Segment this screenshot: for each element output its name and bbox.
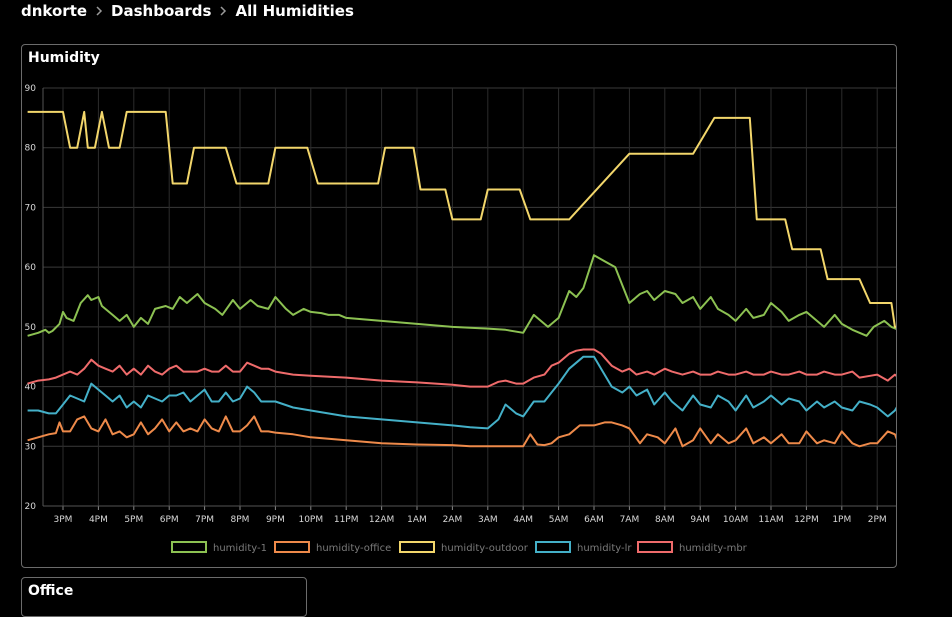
x-tick-label: 9PM xyxy=(266,515,285,525)
legend-swatch-humidity-1 xyxy=(171,541,207,553)
y-tick-label: 70 xyxy=(25,203,37,213)
y-tick-label: 60 xyxy=(25,263,37,273)
x-tick-label: 1AM xyxy=(407,515,427,525)
x-tick-label: 12AM xyxy=(369,515,394,525)
legend-label-humidity-lr: humidity-lr xyxy=(577,543,632,554)
x-tick-label: 3PM xyxy=(54,515,73,525)
breadcrumb-current: All Humidities xyxy=(235,2,354,20)
y-tick-label: 50 xyxy=(25,323,37,333)
x-tick-label: 10PM xyxy=(298,515,323,525)
series-line-humidity-lr xyxy=(27,355,896,430)
legend-label-humidity-1: humidity-1 xyxy=(213,543,267,554)
legend-label-humidity-outdoor: humidity-outdoor xyxy=(441,543,529,554)
legend-swatch-humidity-lr xyxy=(535,541,571,553)
y-tick-label: 80 xyxy=(25,144,37,154)
breadcrumb-user[interactable]: dnkorte xyxy=(21,2,88,20)
legend-swatch-humidity-outdoor xyxy=(399,541,435,553)
x-tick-label: 3AM xyxy=(478,515,498,525)
legend-label-humidity-office: humidity-office xyxy=(316,543,391,554)
series-line-humidity-mbr xyxy=(27,348,896,388)
y-tick-label: 20 xyxy=(25,502,37,512)
x-tick-label: 6PM xyxy=(160,515,179,525)
x-tick-label: 6AM xyxy=(584,515,604,525)
y-tick-label: 90 xyxy=(25,84,37,94)
panel-title: Office xyxy=(28,583,74,599)
series-line-humidity-office xyxy=(27,415,896,448)
breadcrumb-dashboards[interactable]: Dashboards xyxy=(111,2,212,20)
series-line-humidity-outdoor xyxy=(27,110,896,328)
chevron-right-icon xyxy=(220,6,227,16)
y-tick-label: 40 xyxy=(25,383,37,393)
humidity-panel: Humidity 20 30 40 50 60 70 80 90 3PM 4PM 5PM 6PM 7PM… xyxy=(21,44,897,568)
x-tick-label: 5AM xyxy=(549,515,569,525)
legend-swatch-humidity-office xyxy=(274,541,310,553)
x-tick-label: 11PM xyxy=(334,515,359,525)
x-tick-label: 11AM xyxy=(758,515,783,525)
legend-label-humidity-mbr: humidity-mbr xyxy=(679,543,748,554)
breadcrumb: dnkorte Dashboards All Humidities xyxy=(21,1,354,21)
x-tick-label: 4PM xyxy=(89,515,108,525)
x-tick-label: 8AM xyxy=(655,515,675,525)
x-tick-label: 2AM xyxy=(443,515,463,525)
office-panel: Office xyxy=(21,577,307,617)
x-tick-label: 4AM xyxy=(513,515,533,525)
chevron-right-icon xyxy=(96,6,103,16)
x-tick-label: 12PM xyxy=(794,515,819,525)
x-tick-label: 8PM xyxy=(231,515,250,525)
x-tick-label: 7PM xyxy=(195,515,214,525)
legend-swatch-humidity-mbr xyxy=(637,541,673,553)
humidity-chart[interactable]: 20 30 40 50 60 70 80 90 3PM 4PM 5PM 6PM 7PM 8PM 9PM 10P… xyxy=(22,45,896,567)
x-tick-label: 1PM xyxy=(832,515,851,525)
x-tick-label: 2PM xyxy=(868,515,887,525)
y-tick-label: 30 xyxy=(25,442,37,452)
x-tick-label: 7AM xyxy=(620,515,640,525)
x-tick-label: 5PM xyxy=(124,515,143,525)
x-tick-label: 10AM xyxy=(723,515,748,525)
series-line-humidity-1 xyxy=(27,254,896,337)
panel-title: Humidity xyxy=(28,50,100,66)
x-tick-label: 9AM xyxy=(690,515,710,525)
